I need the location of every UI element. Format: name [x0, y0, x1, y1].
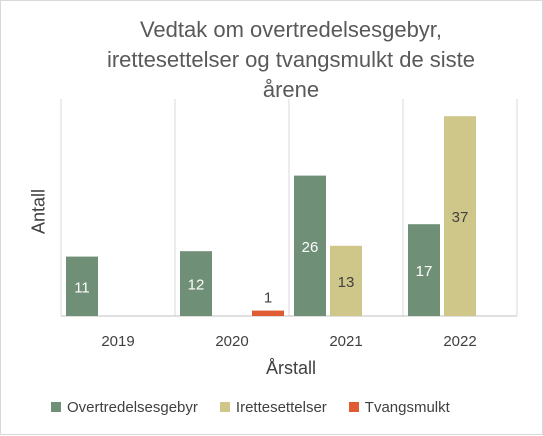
bar-overtredelsesgebyr-2022 — [408, 224, 440, 316]
bar-overtredelsesgebyr-2019 — [66, 256, 98, 316]
x-tick-label-2019: 2019 — [101, 333, 134, 350]
data-label-overtredelsesgebyr-2021: 26 — [302, 239, 319, 256]
chart-title: Vedtak om overtredelsesgebyr, irettesett… — [106, 17, 476, 102]
legend-item-tvangsmulkt: Tvangsmulkt — [348, 398, 450, 416]
data-label-tvangsmulkt-2020: 1 — [264, 290, 272, 307]
bar-overtredelsesgebyr-2021 — [294, 175, 326, 316]
legend-item-overtredelsesgebyr: Overtredelsesgebyr — [51, 399, 198, 416]
x-tick-label-2020: 2020 — [215, 333, 248, 350]
legend-label-irettesettelser: Irettesettelser — [235, 398, 327, 416]
legend-swatch-overtredelsesgebyr — [51, 402, 61, 412]
x-tick-label-2022: 2022 — [443, 333, 476, 350]
x-tick-label-2021: 2021 — [329, 333, 362, 350]
legend-item-irettesettelser: Irettesettelser — [219, 398, 327, 416]
data-label-irettesettelser-2022: 37 — [452, 209, 469, 226]
data-label-overtredelsesgebyr-2019: 11 — [74, 279, 90, 296]
bar-irettesettelser-2021 — [330, 245, 362, 316]
legend-swatch-irettesettelser — [219, 402, 230, 412]
legend-label-tvangsmulkt: Tvangsmulkt — [364, 398, 450, 416]
data-label-overtredelsesgebyr-2020: 12 — [188, 277, 205, 294]
bar-overtredelsesgebyr-2020 — [180, 251, 212, 316]
legend: Overtredelsesgebyr Irettesettelser Tvang… — [51, 397, 450, 417]
x-axis-title: Årstall — [265, 358, 316, 378]
bar-irettesettelser-2022 — [444, 116, 476, 316]
legend-swatch-tvangsmulkt — [348, 402, 359, 412]
legend-label-overtredelsesgebyr: Overtredelsesgebyr — [67, 398, 198, 416]
bar-tvangsmulkt-2020 — [252, 310, 284, 316]
data-label-overtredelsesgebyr-2022: 17 — [416, 263, 433, 280]
data-label-irettesettelser-2021: 13 — [338, 274, 355, 291]
